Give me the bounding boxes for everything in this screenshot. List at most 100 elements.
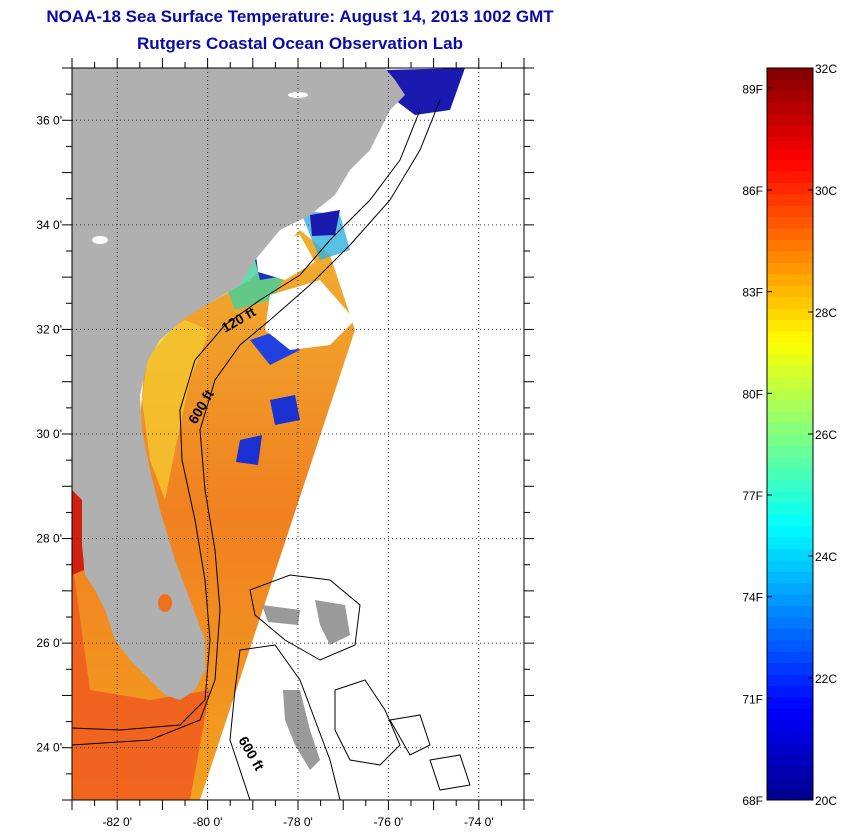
colorbar-step [767,102,813,115]
colorbar-step [767,548,813,561]
colorbar-step [767,594,813,607]
colorbar-step [767,639,813,652]
colorbar-step [767,742,813,755]
colorbar-step [767,651,813,664]
fahrenheit-tick-label: 80F [742,387,763,401]
land-bahamas [315,600,350,645]
colorbar-step [767,571,813,584]
colorbar-step [767,674,813,687]
lon-tick-label: -76 0' [374,815,404,829]
colorbar-step [767,228,813,241]
colorbar-step [767,239,813,252]
contour-bahamas [249,574,361,661]
celsius-tick-label: 24C [815,550,837,564]
lon-tick-label: -78 0' [283,815,313,829]
colorbar-step [767,113,813,126]
lon-tick-label: -80 0' [193,815,223,829]
colorbar-step [767,159,813,172]
colorbar-step [767,559,813,572]
colorbar-step [767,331,813,343]
sst-blue-patch [236,435,262,465]
sst-blue-patch [385,68,465,115]
land-us-southeast [72,68,405,700]
contour-bahamas [334,679,401,766]
celsius-tick-label: 28C [815,306,837,320]
map-axes: 24 0' 26 0' 28 0' 30 0' 32 0' 34 0' 36 0' -82 0… [36,58,534,829]
colorbar-step [767,296,813,309]
colorbar-gradient [767,68,813,801]
colorbar-step [767,514,813,526]
colorbar-step [767,136,813,149]
lat-tick-label: 28 0' [36,532,62,546]
colorbar-step [767,754,813,767]
colorbar-step [767,90,813,103]
contour-120ft [72,109,421,731]
colorbar-step [767,388,813,401]
land-lake [158,594,172,612]
colorbar-step [767,399,813,412]
lat-tick-label: 24 0' [36,741,62,755]
colorbar-step [767,342,813,355]
fahrenheit-tick-label: 83F [742,286,763,300]
colorbar-step [767,251,813,263]
land-bahamas [262,605,300,625]
colorbar-step [767,605,813,618]
lat-tick-label: 34 0' [36,218,62,232]
cloud-gap [265,280,355,350]
colorbar-step [767,434,813,446]
fahrenheit-tick-label: 77F [742,489,763,503]
colorbar-step [767,468,813,481]
colorbar-step [767,319,813,332]
fahrenheit-tick-label: 71F [742,692,763,706]
fahrenheit-tick-label: 68F [742,794,763,808]
colorbar-step [767,79,813,92]
map-content [72,68,471,800]
colorbar-step [767,502,813,515]
lat-tick-label: 36 0' [36,113,62,127]
colorbar-step [767,193,813,206]
land-lake [288,92,308,98]
colorbar-step [767,148,813,160]
colorbar-step [767,308,813,321]
lon-tick-label: -82 0' [102,815,132,829]
map-subtitle: Rutgers Coastal Ocean Observation Lab [137,34,463,53]
colorbar-step [767,182,813,195]
celsius-tick-label: 32C [815,62,837,76]
colorbar-step [767,376,813,389]
map-title: NOAA-18 Sea Surface Temperature: August … [46,7,554,26]
colorbar-step [767,273,813,286]
celsius-tick-label: 26C [815,428,837,442]
colorbar-step [767,68,813,80]
lat-tick-label: 26 0' [36,636,62,650]
fahrenheit-tick-label: 89F [742,82,763,96]
contour-bahamas [389,714,431,756]
contour-bahamas [429,754,471,791]
colorbar-step [767,525,813,538]
contour-bahamas [229,644,341,800]
colorbar-step [767,719,813,732]
colorbar-step [767,628,813,641]
colorbar-step [767,731,813,744]
colorbar-step [767,125,813,138]
sst-warm-patch [72,560,210,800]
lat-tick-label: 32 0' [36,322,62,336]
fahrenheit-tick-label: 86F [742,184,763,198]
lon-tick-label: -74 0' [464,815,494,829]
land-lake [92,236,108,244]
celsius-tick-label: 20C [815,794,837,808]
map-grid [72,68,524,800]
colorbar-step [767,422,813,435]
lat-tick-label: 30 0' [36,427,62,441]
colorbar-step [767,685,813,698]
celsius-tick-label: 30C [815,184,837,198]
land-bahamas [283,690,320,770]
sst-blue-patch [310,210,340,236]
colorbar-step [767,662,813,675]
colorbar-step [767,456,813,469]
colorbar-step [767,708,813,721]
cloud-gap [255,235,315,280]
colorbar-step [767,491,813,504]
colorbar-step [767,216,813,229]
